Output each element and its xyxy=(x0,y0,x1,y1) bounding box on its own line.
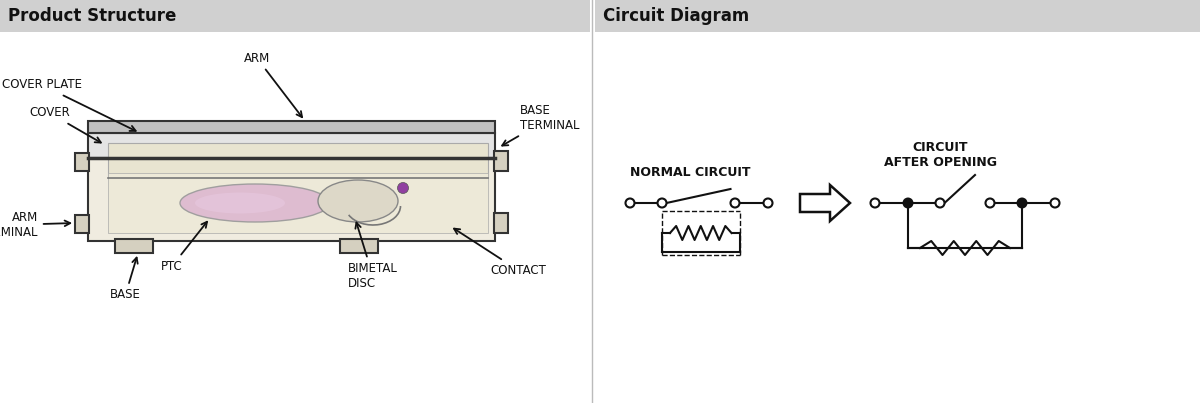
Bar xyxy=(340,239,378,253)
Bar xyxy=(115,239,154,253)
Text: CIRCUIT
AFTER OPENING: CIRCUIT AFTER OPENING xyxy=(883,141,996,169)
Text: ARM
TERMINAL: ARM TERMINAL xyxy=(0,211,71,239)
Text: COVER PLATE: COVER PLATE xyxy=(2,79,136,131)
Circle shape xyxy=(1050,199,1060,208)
Text: ARM: ARM xyxy=(244,52,302,117)
Ellipse shape xyxy=(180,184,330,222)
Bar xyxy=(108,173,488,233)
Bar xyxy=(88,158,496,241)
Text: BASE: BASE xyxy=(110,258,140,301)
Polygon shape xyxy=(800,185,850,221)
Bar xyxy=(0,0,590,32)
Ellipse shape xyxy=(194,193,286,214)
Bar xyxy=(494,213,508,233)
Circle shape xyxy=(870,199,880,208)
Bar xyxy=(74,215,89,233)
Circle shape xyxy=(936,199,944,208)
Bar xyxy=(88,133,496,158)
Circle shape xyxy=(1016,197,1027,208)
Text: Circuit Diagram: Circuit Diagram xyxy=(604,7,749,25)
Circle shape xyxy=(658,199,666,208)
Circle shape xyxy=(902,197,913,208)
Circle shape xyxy=(397,183,408,193)
Bar xyxy=(494,151,508,171)
Text: NORMAL CIRCUIT: NORMAL CIRCUIT xyxy=(630,166,750,179)
Circle shape xyxy=(625,199,635,208)
Bar xyxy=(108,143,488,178)
Bar xyxy=(74,153,89,171)
Text: PTC: PTC xyxy=(161,222,208,272)
Text: COVER: COVER xyxy=(29,106,101,143)
Circle shape xyxy=(985,199,995,208)
Text: Product Structure: Product Structure xyxy=(8,7,176,25)
Bar xyxy=(595,0,1200,32)
Bar xyxy=(88,121,496,133)
Circle shape xyxy=(731,199,739,208)
Text: BIMETAL
DISC: BIMETAL DISC xyxy=(348,222,398,290)
Circle shape xyxy=(763,199,773,208)
Text: CONTACT: CONTACT xyxy=(454,229,546,276)
Text: BASE
TERMINAL: BASE TERMINAL xyxy=(502,104,580,145)
Ellipse shape xyxy=(318,180,398,222)
